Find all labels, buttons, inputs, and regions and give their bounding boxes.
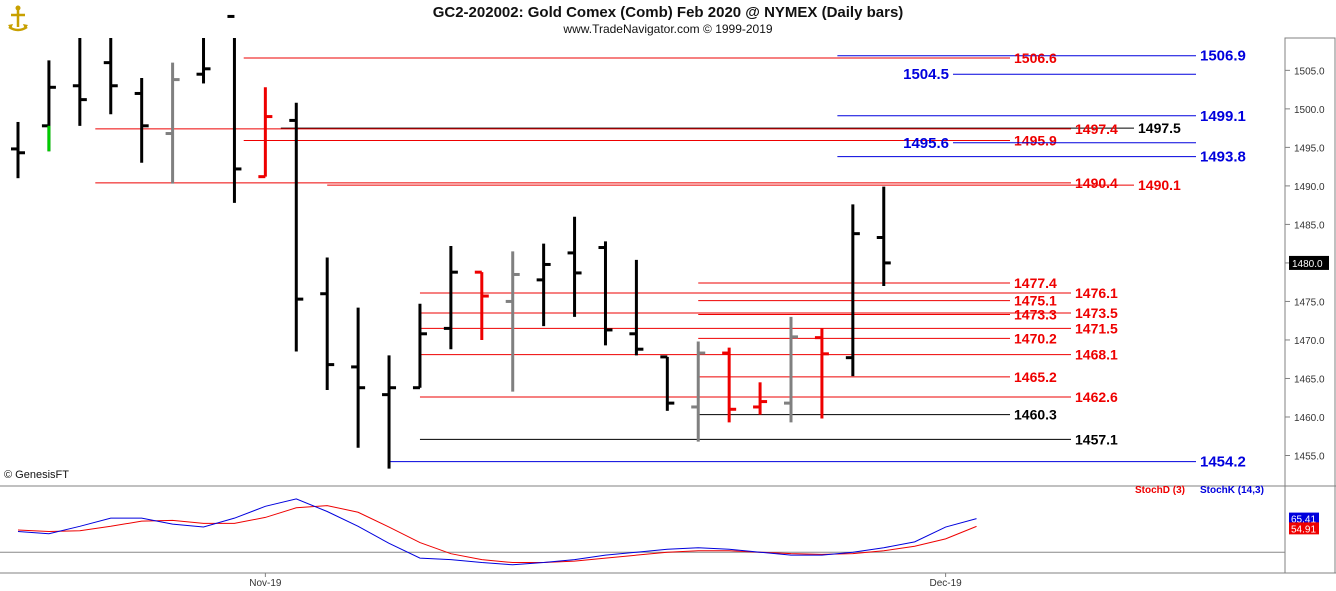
level-label: 1495.9 (1014, 132, 1057, 148)
ohlc-bar (258, 87, 273, 179)
ohlc-bar (134, 78, 149, 163)
level-label: 1473.3 (1014, 307, 1057, 323)
ohlc-bar (196, 38, 211, 84)
last-price-label: 1480.0 (1292, 259, 1323, 270)
ohlc-bar (629, 259, 644, 356)
stoch-legend-label: StochK (14,3) (1200, 485, 1264, 496)
ohlc-bar (41, 60, 56, 152)
price-tick-label: 1475.0 (1294, 297, 1325, 308)
level-label: 1460.3 (1014, 407, 1057, 423)
ohlc-bar (691, 341, 706, 442)
ohlc-bar (784, 316, 798, 423)
level-label: 1454.2 (1200, 454, 1246, 471)
ohlc-bar (351, 307, 366, 448)
price-tick-label: 1465.0 (1294, 374, 1325, 385)
ohlc-bar (165, 62, 180, 184)
ohlc-bar (103, 38, 118, 115)
level-label: 1504.5 (903, 66, 949, 83)
level-label: 1475.1 (1014, 293, 1057, 309)
level-label: 1477.4 (1014, 275, 1057, 291)
level-label: 1468.1 (1075, 347, 1118, 363)
stochK-value-box (1289, 512, 1319, 525)
price-tick-label: 1495.0 (1294, 143, 1325, 154)
ohlc-bar (474, 270, 489, 340)
ohlc-bar (289, 102, 304, 352)
level-label: 1490.1 (1138, 177, 1181, 193)
ohlc-bar (845, 204, 860, 377)
last-price-box (1289, 255, 1329, 270)
ohlc-bar (660, 355, 675, 411)
chart-subtitle: www.TradeNavigator.com © 1999-2019 (563, 22, 773, 36)
price-tick-label: 1455.0 (1294, 451, 1325, 462)
stochK-line (17, 498, 977, 566)
trade-navigator-logo-icon (3, 3, 33, 33)
ohlc-bar (227, 14, 242, 203)
level-label: 1470.2 (1014, 330, 1057, 346)
ohlc-bar (567, 216, 582, 317)
level-label: 1471.5 (1075, 320, 1118, 336)
price-axis-panel (1284, 37, 1336, 574)
date-tick-label: Dec-19 (929, 578, 962, 589)
price-tick-label: 1470.0 (1294, 336, 1325, 347)
level-label: 1506.6 (1014, 50, 1057, 66)
level-label: 1495.6 (903, 135, 949, 152)
price-tick-label: 1460.0 (1294, 413, 1325, 424)
level-label: 1490.4 (1075, 175, 1118, 191)
ohlc-bar (412, 303, 427, 390)
level-label: 1473.5 (1075, 305, 1118, 321)
ohlc-bar (814, 328, 829, 419)
ohlc-bar (876, 186, 891, 287)
level-label: 1497.4 (1075, 121, 1118, 137)
stoch-legend-label: StochD (3) (1135, 485, 1185, 496)
stochD-line (17, 505, 977, 564)
chart-title: GC2-202002: Gold Comex (Comb) Feb 2020 @… (432, 4, 904, 21)
level-label: 1457.1 (1075, 431, 1118, 447)
level-label: 1465.2 (1014, 369, 1057, 385)
date-tick-label: Nov-19 (249, 578, 282, 589)
ohlc-bar (382, 355, 397, 469)
ohlc-bar (320, 257, 335, 391)
genesis-credit: © GenesisFT (4, 469, 69, 481)
ohlc-bar (722, 347, 737, 423)
ohlc-bar (505, 251, 520, 392)
level-label: 1462.6 (1075, 389, 1118, 405)
stochK-value-label: 65.41 (1291, 515, 1316, 526)
ohlc-bar (11, 121, 25, 179)
ohlc-bar (598, 241, 613, 346)
level-label: 1506.9 (1200, 48, 1246, 65)
price-tick-label: 1490.0 (1294, 182, 1325, 193)
level-label: 1476.1 (1075, 285, 1118, 301)
level-label: 1493.8 (1200, 149, 1246, 166)
level-label: 1497.5 (1138, 120, 1181, 136)
ohlc-bar (72, 38, 87, 126)
level-label: 1499.1 (1200, 108, 1246, 125)
ohlc-bar (536, 243, 551, 327)
stochD-value-box (1289, 522, 1319, 535)
price-tick-label: 1505.0 (1294, 66, 1325, 77)
ohlc-bar (753, 382, 768, 415)
ohlc-bar (443, 245, 458, 350)
price-tick-label: 1485.0 (1294, 220, 1325, 231)
stochD-value-label: 54.91 (1291, 524, 1316, 535)
price-tick-label: 1500.0 (1294, 105, 1325, 116)
